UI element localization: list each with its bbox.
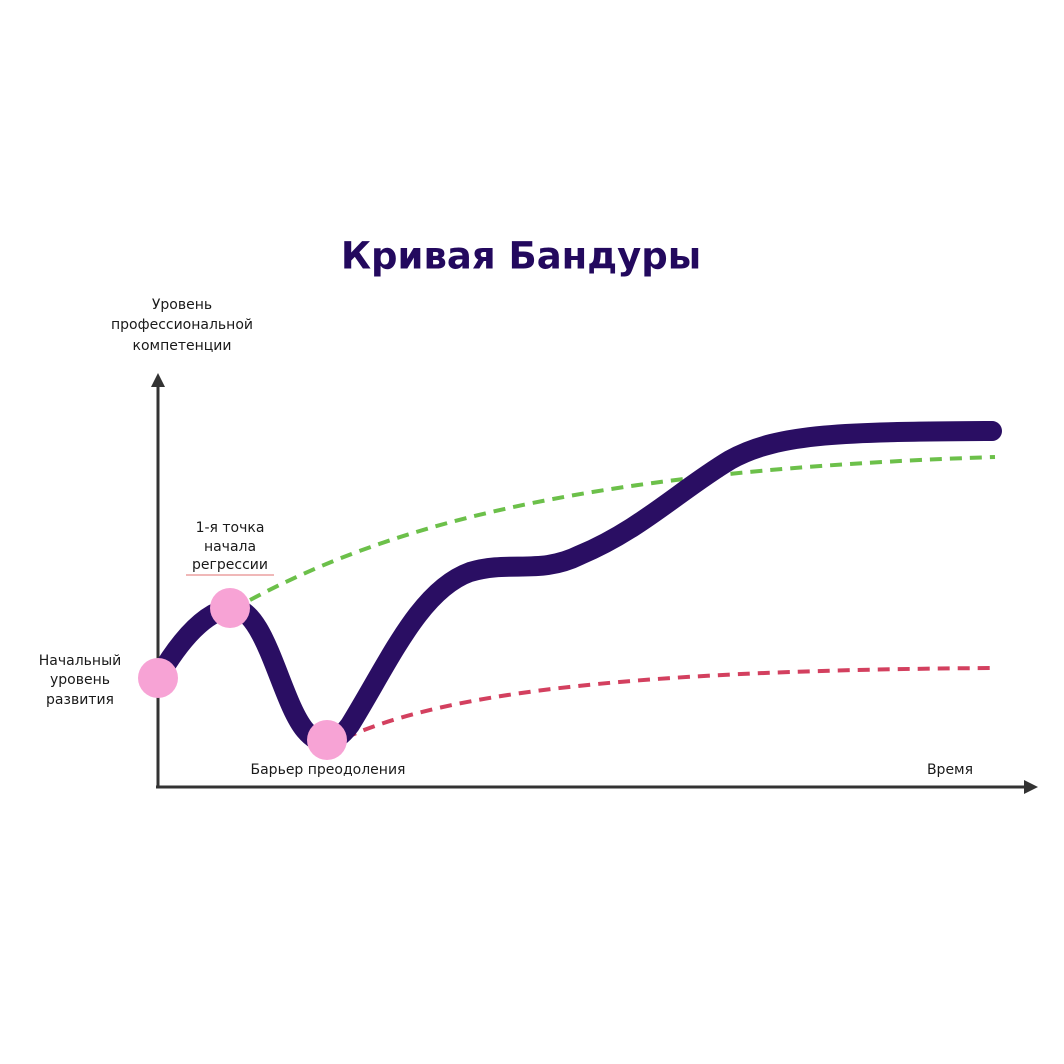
start-label: развития (46, 692, 114, 708)
start-label: Начальный (39, 653, 121, 669)
bandura-curve (148, 421, 1002, 752)
y-axis-label: Уровень (152, 297, 212, 313)
regression-label: начала (204, 539, 256, 555)
stagnation-trend (344, 666, 998, 740)
regression-label: регрессии (192, 557, 268, 573)
start-point (138, 658, 178, 698)
y-axis-arrow (151, 373, 165, 387)
x-axis-label: Время (927, 762, 973, 778)
x-axis-arrow (1024, 780, 1038, 794)
regression-label: 1-я точка (196, 520, 265, 536)
y-axis-label: компетенции (133, 338, 232, 354)
growth-trend (249, 455, 996, 602)
y-axis-label: профессиональной (111, 317, 253, 333)
start-label: уровень (50, 672, 110, 688)
regression-point (210, 588, 250, 628)
barrier-label: Барьер преодоления (251, 762, 406, 778)
title: Кривая Бандуры (341, 235, 701, 278)
barrier-point (307, 720, 347, 760)
